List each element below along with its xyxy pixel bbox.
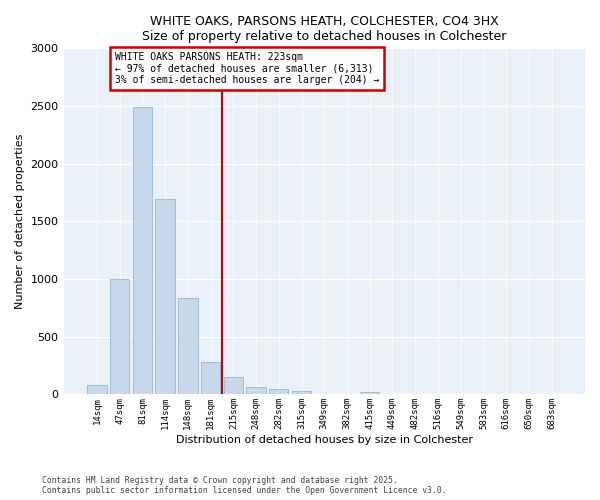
Bar (224, 378, 243, 394)
Bar (178, 298, 197, 394)
Bar (360, 392, 379, 394)
Title: WHITE OAKS, PARSONS HEATH, COLCHESTER, CO4 3HX
Size of property relative to deta: WHITE OAKS, PARSONS HEATH, COLCHESTER, C… (142, 15, 506, 43)
Bar (247, 388, 266, 394)
Bar (87, 385, 107, 394)
Text: Contains HM Land Registry data © Crown copyright and database right 2025.
Contai: Contains HM Land Registry data © Crown c… (42, 476, 446, 495)
Bar (110, 279, 130, 394)
Y-axis label: Number of detached properties: Number of detached properties (15, 134, 25, 309)
Bar (155, 200, 175, 394)
Bar (292, 391, 311, 394)
Bar (133, 107, 152, 395)
X-axis label: Distribution of detached houses by size in Colchester: Distribution of detached houses by size … (176, 435, 473, 445)
Bar (269, 389, 289, 394)
Bar (201, 362, 220, 394)
Text: WHITE OAKS PARSONS HEATH: 223sqm
← 97% of detached houses are smaller (6,313)
3%: WHITE OAKS PARSONS HEATH: 223sqm ← 97% o… (115, 52, 379, 85)
